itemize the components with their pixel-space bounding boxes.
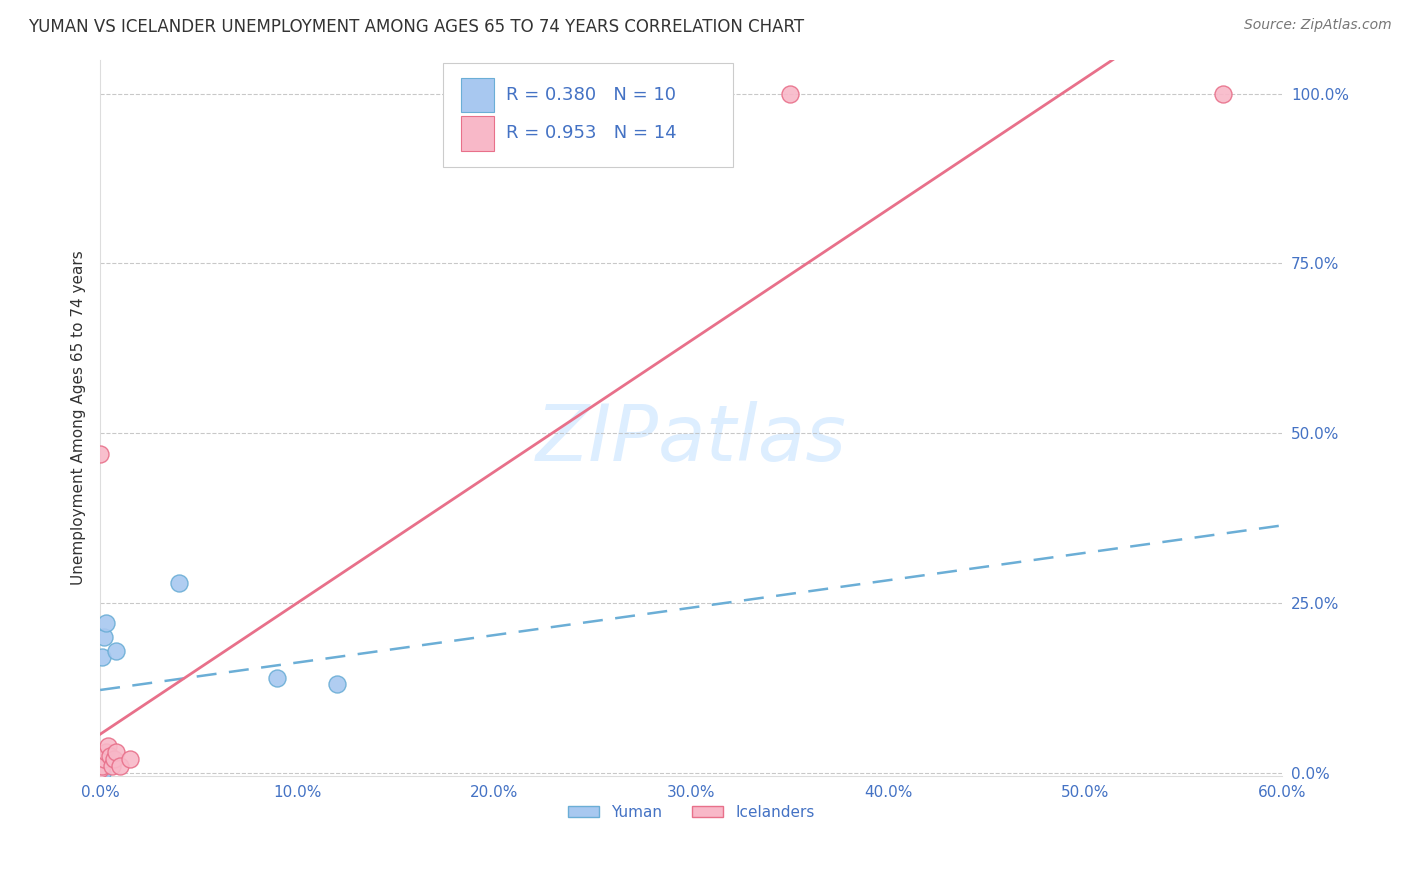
Point xyxy=(93,630,115,644)
Point xyxy=(91,765,114,780)
Text: R = 0.380   N = 10: R = 0.380 N = 10 xyxy=(506,86,676,103)
Y-axis label: Unemployment Among Ages 65 to 74 years: Unemployment Among Ages 65 to 74 years xyxy=(72,251,86,585)
Point xyxy=(104,643,127,657)
Point xyxy=(89,446,111,460)
Point xyxy=(108,759,131,773)
Point xyxy=(89,765,111,780)
Point xyxy=(98,748,121,763)
Point xyxy=(104,745,127,759)
Point xyxy=(118,752,141,766)
Point xyxy=(97,739,120,753)
Point xyxy=(1212,87,1234,101)
FancyBboxPatch shape xyxy=(443,63,733,167)
Point xyxy=(91,759,114,773)
Point xyxy=(89,763,111,777)
Point xyxy=(101,759,124,773)
Point xyxy=(325,677,347,691)
Point xyxy=(103,752,125,766)
Text: R = 0.953   N = 14: R = 0.953 N = 14 xyxy=(506,124,676,143)
FancyBboxPatch shape xyxy=(461,116,494,151)
Text: YUMAN VS ICELANDER UNEMPLOYMENT AMONG AGES 65 TO 74 YEARS CORRELATION CHART: YUMAN VS ICELANDER UNEMPLOYMENT AMONG AG… xyxy=(28,18,804,36)
Point xyxy=(89,763,111,777)
Point xyxy=(94,616,117,631)
Point xyxy=(91,650,114,665)
Legend: Yuman, Icelanders: Yuman, Icelanders xyxy=(562,798,821,826)
Point xyxy=(266,671,288,685)
Point xyxy=(93,752,115,766)
FancyBboxPatch shape xyxy=(461,78,494,112)
Point xyxy=(167,575,190,590)
Text: ZIPatlas: ZIPatlas xyxy=(536,401,846,477)
Text: Source: ZipAtlas.com: Source: ZipAtlas.com xyxy=(1244,18,1392,32)
Point xyxy=(94,745,117,759)
Point xyxy=(779,87,801,101)
